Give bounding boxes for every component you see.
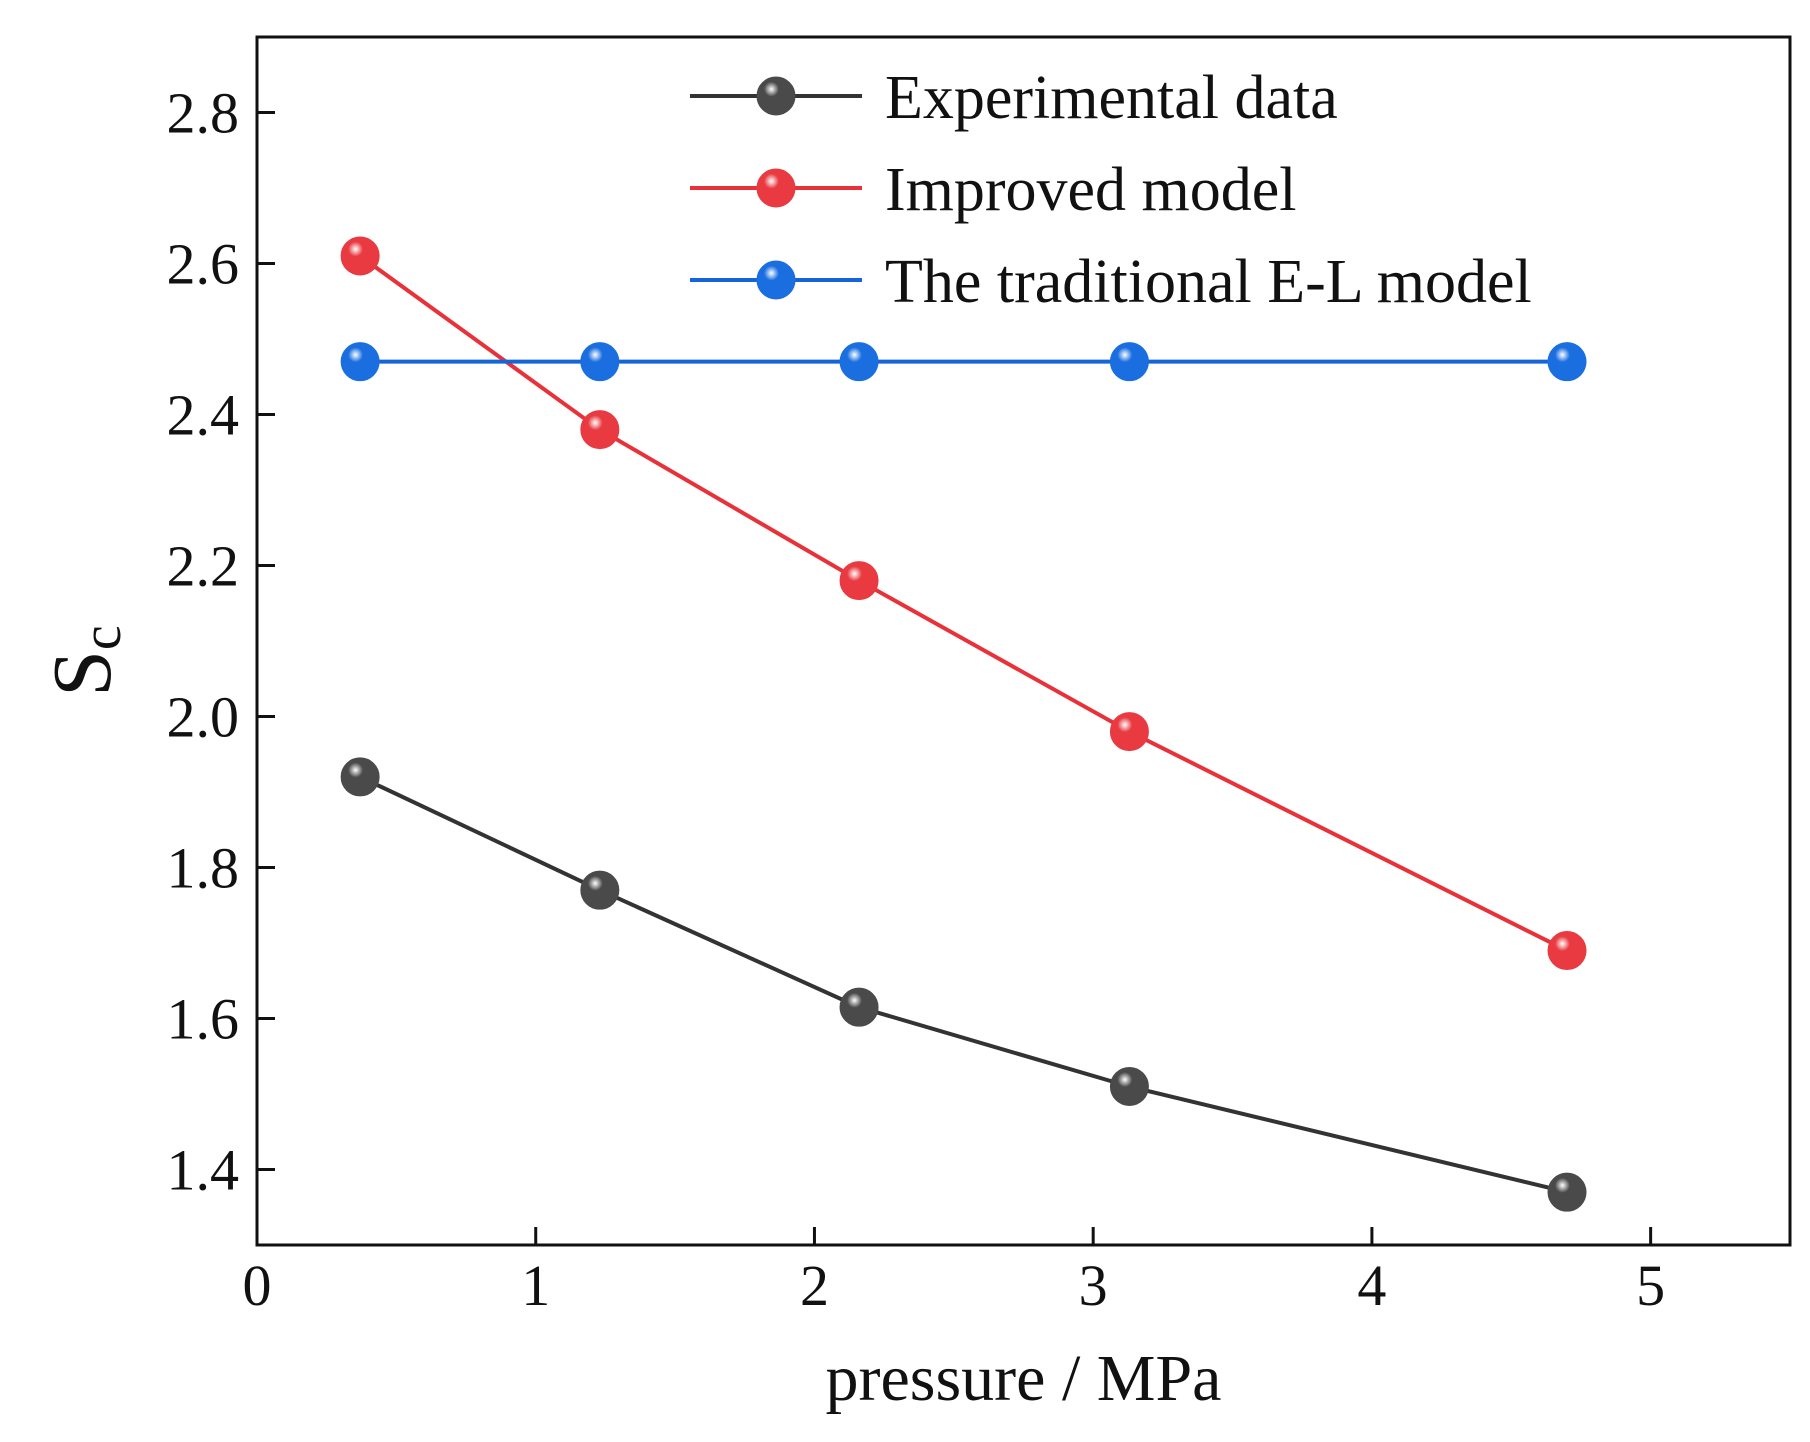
- data-point: [839, 987, 879, 1027]
- series-line: [359, 775, 1568, 1195]
- x-tick-label: 4: [1357, 1253, 1386, 1318]
- legend-item: Improved model: [690, 156, 1297, 224]
- y-axis-title-subscript: c: [71, 625, 133, 650]
- legend-label: The traditional E-L model: [885, 248, 1532, 316]
- x-tick-label: 2: [800, 1253, 829, 1318]
- data-point: [1547, 1172, 1587, 1212]
- y-tick-label: 2.8: [167, 81, 240, 146]
- y-tick-label: 2.6: [167, 232, 240, 297]
- data-point: [1547, 931, 1587, 971]
- y-tick-label: 1.8: [167, 836, 240, 901]
- plot-frame: [255, 35, 1792, 1247]
- legend: Experimental data Improved model The tradi…: [690, 64, 1532, 316]
- legend-marker: [756, 168, 796, 208]
- series-0: [340, 757, 1587, 1212]
- data-point: [580, 342, 620, 382]
- x-tick-label: 1: [521, 1253, 550, 1318]
- axes: 0 1 2 3 4 5 1.4 1.6 1.8 2.0 2.2 2.4 2.6 2.8 pressure /…: [36, 35, 1792, 1415]
- data-point: [340, 757, 380, 797]
- data-point: [1547, 342, 1587, 382]
- data-point: [580, 870, 620, 910]
- data-point: [580, 410, 620, 450]
- legend-marker: [756, 260, 796, 300]
- data-point: [1109, 1066, 1149, 1106]
- x-tick-label: 0: [243, 1253, 272, 1318]
- x-axis-title: pressure / MPa: [826, 1342, 1222, 1415]
- data-point: [839, 342, 879, 382]
- y-tick-label: 1.6: [167, 987, 240, 1052]
- legend-label: Experimental data: [885, 64, 1338, 132]
- x-tick-label: 5: [1636, 1253, 1665, 1318]
- y-tick-label: 2.4: [167, 383, 240, 448]
- legend-item: The traditional E-L model: [690, 248, 1532, 316]
- y-axis-title-main: S: [36, 650, 129, 697]
- y-tick-label: 2.2: [167, 534, 240, 599]
- y-tick-label: 2.0: [167, 685, 240, 750]
- data-point: [1109, 712, 1149, 752]
- data-point: [839, 561, 879, 601]
- legend-item: Experimental data: [690, 64, 1338, 132]
- series-group: [340, 236, 1587, 1212]
- data-point: [1109, 342, 1149, 382]
- legend-label: Improved model: [885, 156, 1297, 224]
- series-2: [340, 342, 1587, 382]
- y-tick-label: 1.4: [167, 1138, 240, 1203]
- x-tick-label: 3: [1079, 1253, 1108, 1318]
- legend-marker: [756, 76, 796, 116]
- data-point: [340, 342, 380, 382]
- data-point: [340, 236, 380, 276]
- y-axis-title: Sc: [36, 625, 133, 697]
- series-1: [340, 236, 1587, 971]
